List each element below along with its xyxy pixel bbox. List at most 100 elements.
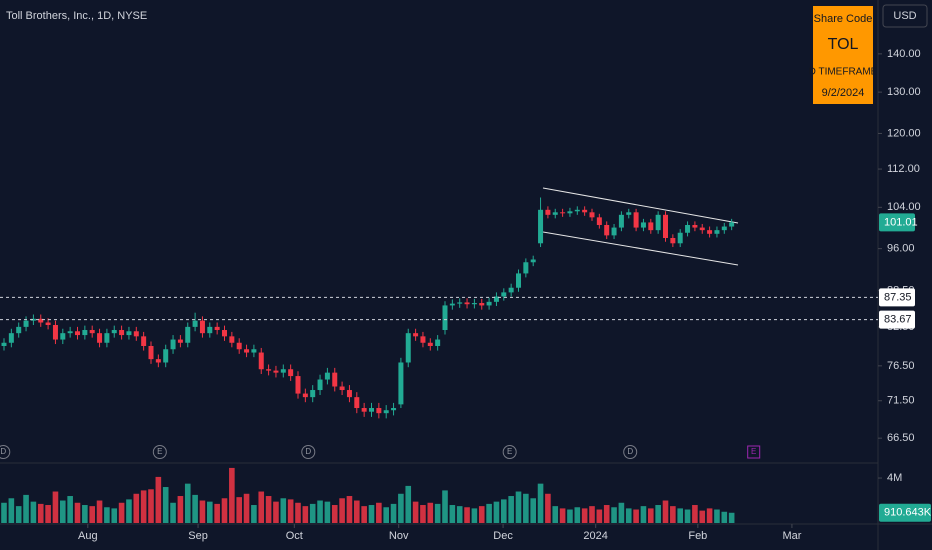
volume-bar [589, 506, 595, 523]
volume-bar [515, 491, 522, 523]
candle-body [413, 333, 419, 337]
volume-bar [464, 507, 470, 523]
candle-body [82, 330, 88, 336]
event-label: D [305, 447, 311, 456]
volume-bar [251, 505, 257, 523]
y-tick-label: 76.50 [887, 360, 915, 372]
volume-bar [243, 493, 250, 523]
info-date: 9/2/2024 [822, 87, 865, 99]
volume-bar [140, 490, 147, 523]
candle-body [574, 209, 580, 212]
y-tick-label: 104.00 [887, 201, 921, 213]
info-heading: Share Code [814, 13, 873, 25]
chart-title: Toll Brothers, Inc., 1D, NYSE [6, 10, 147, 22]
volume-bar [625, 508, 632, 523]
info-symbol: TOL [828, 36, 859, 53]
volume-bar [199, 500, 206, 523]
volume-bar [501, 499, 507, 523]
candle-body [23, 320, 29, 327]
candle-body [324, 372, 330, 380]
last-volume-box [879, 503, 931, 522]
candle-body [148, 345, 154, 360]
volume-bar [376, 502, 382, 523]
volume-bar [412, 501, 419, 523]
event-marker [152, 445, 167, 459]
volume-bar [545, 493, 551, 523]
volume-bar [309, 503, 316, 523]
candle-body [280, 369, 286, 373]
candle-body [104, 333, 110, 343]
volume-bar [23, 494, 29, 523]
y-tick-label: 140.00 [887, 48, 921, 60]
volume-bar [287, 499, 294, 523]
volume-bar [295, 502, 301, 523]
candle-body [244, 349, 250, 353]
volume-bar [104, 507, 110, 523]
volume-bar [670, 506, 676, 523]
candle-body [699, 227, 705, 231]
candle-body [420, 336, 426, 343]
currency-button[interactable] [882, 4, 928, 28]
volume-bar [449, 505, 456, 523]
candle-body [332, 372, 338, 387]
candle-body [45, 322, 51, 326]
candle-body [692, 224, 698, 228]
candle-body [560, 212, 566, 214]
candle-body [501, 292, 507, 297]
volume-bar [493, 501, 500, 523]
candle-body [126, 331, 132, 336]
volume-bar [618, 502, 625, 523]
volume-bar [324, 501, 331, 523]
volume-tick-label: 4M [887, 472, 902, 484]
y-tick-label: 112.00 [887, 163, 920, 175]
volume-bar [456, 506, 463, 523]
candle-body [582, 209, 588, 213]
volume-bar [508, 496, 514, 523]
candle-body [685, 224, 691, 233]
candle-body [317, 379, 323, 391]
volume-bar [229, 467, 235, 523]
volume-bar [420, 505, 426, 523]
candle-body [185, 326, 191, 343]
volume-bar [302, 506, 309, 523]
x-tick-label: Nov [389, 530, 409, 542]
x-tick-label: Oct [286, 530, 303, 542]
event-marker [623, 445, 638, 459]
volume-bar [633, 509, 639, 523]
x-tick-label: Sep [188, 530, 208, 542]
event-marker [747, 445, 761, 459]
candle-body [611, 227, 617, 236]
volume-bar [273, 501, 279, 523]
candle-body [457, 302, 463, 304]
volume-bar [405, 485, 412, 523]
y-tick-label: 130.00 [887, 86, 921, 98]
volume-bar [148, 489, 154, 523]
volume-bar [390, 503, 397, 523]
event-marker [301, 445, 316, 459]
volume-bar [111, 508, 118, 523]
currency[interactable]: USD [893, 10, 916, 22]
price-label: 83.67 [884, 314, 912, 326]
x-tick-label: Dec [493, 530, 513, 542]
candle-body [177, 339, 183, 343]
candle-body [552, 212, 558, 215]
candle-body [89, 330, 95, 334]
volume-bar [486, 503, 492, 523]
info-box [813, 6, 873, 104]
candle-body [97, 333, 103, 343]
event-label: E [751, 447, 756, 456]
candle-body [721, 226, 727, 231]
candle-body [508, 287, 514, 293]
candle-body [30, 318, 36, 321]
volume-bar [89, 506, 95, 523]
volume-bar [728, 512, 735, 523]
volume-bar [96, 500, 103, 523]
candle-body [266, 369, 272, 371]
candle-body [707, 230, 713, 234]
volume-bar [192, 494, 198, 523]
volume-bar [383, 507, 389, 523]
candle-body [236, 342, 242, 350]
volume-bar [427, 502, 434, 523]
volume-bar [221, 498, 228, 523]
